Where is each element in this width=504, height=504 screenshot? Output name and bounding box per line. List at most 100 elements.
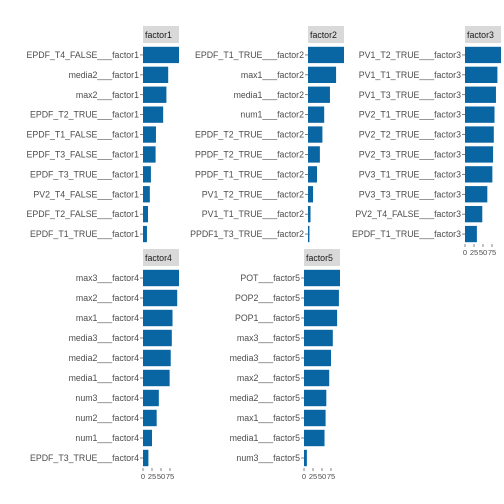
bar-PPDF_T1_TRUE___factor2 (308, 166, 317, 183)
bar-EPDF_T2_TRUE___factor1 (143, 106, 164, 123)
bar-media3___factor5 (304, 349, 331, 367)
category-label: media2___factor5 (230, 393, 301, 403)
category-label: num3___factor4 (75, 393, 139, 403)
bar-max1___factor5 (304, 409, 326, 427)
bar-media2___factor5 (304, 389, 327, 407)
bar-POT___factor5 (304, 269, 340, 287)
category-label: media1___factor2 (234, 90, 305, 100)
bar-num1___factor2 (308, 106, 325, 123)
category-label: num1___factor4 (75, 433, 139, 443)
panel-factor2: factor2 EPDF_T1_TRUE___factor2 max1___fact… (190, 26, 344, 243)
category-label: media1___factor4 (69, 373, 140, 383)
bar-EPDF_T3_TRUE___factor1 (143, 166, 151, 183)
category-label: PV2_T4_FALSE___factor1 (33, 189, 139, 199)
category-label: num2___factor4 (75, 413, 139, 423)
bar-media3___factor4 (143, 329, 172, 347)
bar-POP1___factor5 (304, 309, 338, 327)
category-label: max3___factor4 (76, 273, 139, 283)
x-tick-label: 0 (141, 472, 145, 481)
category-label: PV1_T1_TRUE___factor2 (202, 209, 304, 219)
bar-media1___factor2 (308, 86, 330, 103)
category-label: max2___factor4 (76, 293, 139, 303)
bar-num2___factor4 (143, 409, 157, 427)
x-tick-label: 75 (166, 472, 174, 481)
bar-PV3_T1_TRUE___factor3 (465, 166, 493, 183)
category-label: num3___factor5 (236, 453, 300, 463)
category-label: EPDF_T2_TRUE___factor1 (30, 110, 139, 120)
facet-strip-label: factor2 (310, 30, 337, 40)
category-label: EPDF_T3_TRUE___factor4 (30, 453, 139, 463)
category-label: max2___factor5 (237, 373, 300, 383)
bar-num3___factor4 (143, 389, 159, 407)
category-label: EPDF_T3_TRUE___factor1 (30, 169, 139, 179)
category-label: PPDF1_T3_TRUE___factor2 (190, 229, 304, 239)
facet-strip-label: factor5 (306, 253, 333, 263)
bar-PV2_T3_TRUE___factor3 (465, 146, 494, 163)
category-label: PV1_T1_TRUE___factor3 (359, 70, 461, 80)
category-label: PV2_T1_TRUE___factor3 (359, 110, 461, 120)
bar-PPDF1_T3_TRUE___factor2 (308, 225, 310, 243)
category-label: EPDF_T2_FALSE___factor1 (27, 209, 140, 219)
bar-EPDF_T4_FALSE___factor1 (143, 46, 179, 64)
category-label: PPDF_T1_TRUE___factor2 (195, 169, 304, 179)
category-label: PV2_T4_FALSE___factor3 (355, 209, 461, 219)
x-tick-label: 50 (318, 472, 326, 481)
x-tick-label: 25 (309, 472, 317, 481)
category-label: PV3_T3_TRUE___factor3 (359, 189, 461, 199)
bar-media1___factor5 (304, 429, 325, 447)
bar-EPDF_T1_TRUE___factor1 (143, 225, 147, 243)
bar-max1___factor4 (143, 309, 173, 327)
bar-EPDF_T1_TRUE___factor3 (465, 225, 477, 243)
category-label: max3___factor5 (237, 333, 300, 343)
bar-PV2_T2_TRUE___factor3 (465, 126, 494, 143)
bar-EPDF_T1_FALSE___factor1 (143, 126, 156, 143)
bar-PV2_T1_TRUE___factor3 (465, 106, 495, 123)
bar-max1___factor2 (308, 66, 337, 84)
bar-PV1_T2_TRUE___factor2 (308, 186, 314, 203)
category-label: num1___factor2 (240, 110, 304, 120)
facet-strip-label: factor1 (145, 30, 172, 40)
bar-PV2_T4_FALSE___factor1 (143, 186, 150, 203)
category-label: max1___factor5 (237, 413, 300, 423)
category-label: PV1_T3_TRUE___factor3 (359, 90, 461, 100)
bar-num3___factor5 (304, 449, 307, 467)
category-label: POP1___factor5 (235, 313, 300, 323)
category-label: PPDF_T2_TRUE___factor2 (195, 149, 304, 159)
bar-max2___factor1 (143, 86, 167, 103)
bar-EPDF_T1_TRUE___factor2 (308, 46, 344, 64)
category-label: POT___factor5 (240, 273, 300, 283)
bar-PV3_T3_TRUE___factor3 (465, 186, 488, 203)
facet-strip (143, 249, 179, 266)
panel-factor4: factor4 max3___factor4 max2___factor4 max1_… (30, 249, 179, 481)
category-label: max2___factor1 (76, 90, 139, 100)
bar-max2___factor4 (143, 289, 178, 307)
bar-max3___factor4 (143, 269, 179, 287)
bar-POP2___factor5 (304, 289, 339, 307)
bar-media1___factor4 (143, 369, 170, 387)
x-tick-label: 50 (479, 248, 487, 257)
category-label: PV1_T2_TRUE___factor3 (359, 50, 461, 60)
category-label: POP2___factor5 (235, 293, 300, 303)
bar-EPDF_T3_TRUE___factor4 (143, 449, 149, 467)
bar-max2___factor5 (304, 369, 330, 387)
facet-strip (465, 26, 501, 43)
facet-strip (308, 26, 344, 43)
panel-factor5: factor5 POT___factor5 POP2___factor5 POP1__… (230, 249, 340, 481)
bar-EPDF_T2_TRUE___factor2 (308, 126, 323, 143)
category-label: EPDF_T1_TRUE___factor3 (352, 229, 461, 239)
category-label: media3___factor5 (230, 353, 301, 363)
category-label: EPDF_T1_TRUE___factor2 (195, 50, 304, 60)
category-label: PV3_T1_TRUE___factor3 (359, 169, 461, 179)
facet-strip-label: factor3 (467, 30, 494, 40)
bar-media2___factor4 (143, 349, 171, 367)
bar-PV1_T1_TRUE___factor2 (308, 205, 311, 223)
bar-PV1_T2_TRUE___factor3 (465, 46, 501, 64)
category-label: max1___factor2 (241, 70, 304, 80)
category-label: PV1_T2_TRUE___factor2 (202, 189, 304, 199)
category-label: EPDF_T3_FALSE___factor1 (27, 149, 140, 159)
x-tick-label: 0 (463, 248, 467, 257)
category-label: PV2_T2_TRUE___factor3 (359, 130, 461, 140)
x-tick-label: 75 (327, 472, 335, 481)
panel-factor3: factor3 PV1_T2_TRUE___factor3 PV1_T1_TRUE_… (352, 26, 501, 257)
